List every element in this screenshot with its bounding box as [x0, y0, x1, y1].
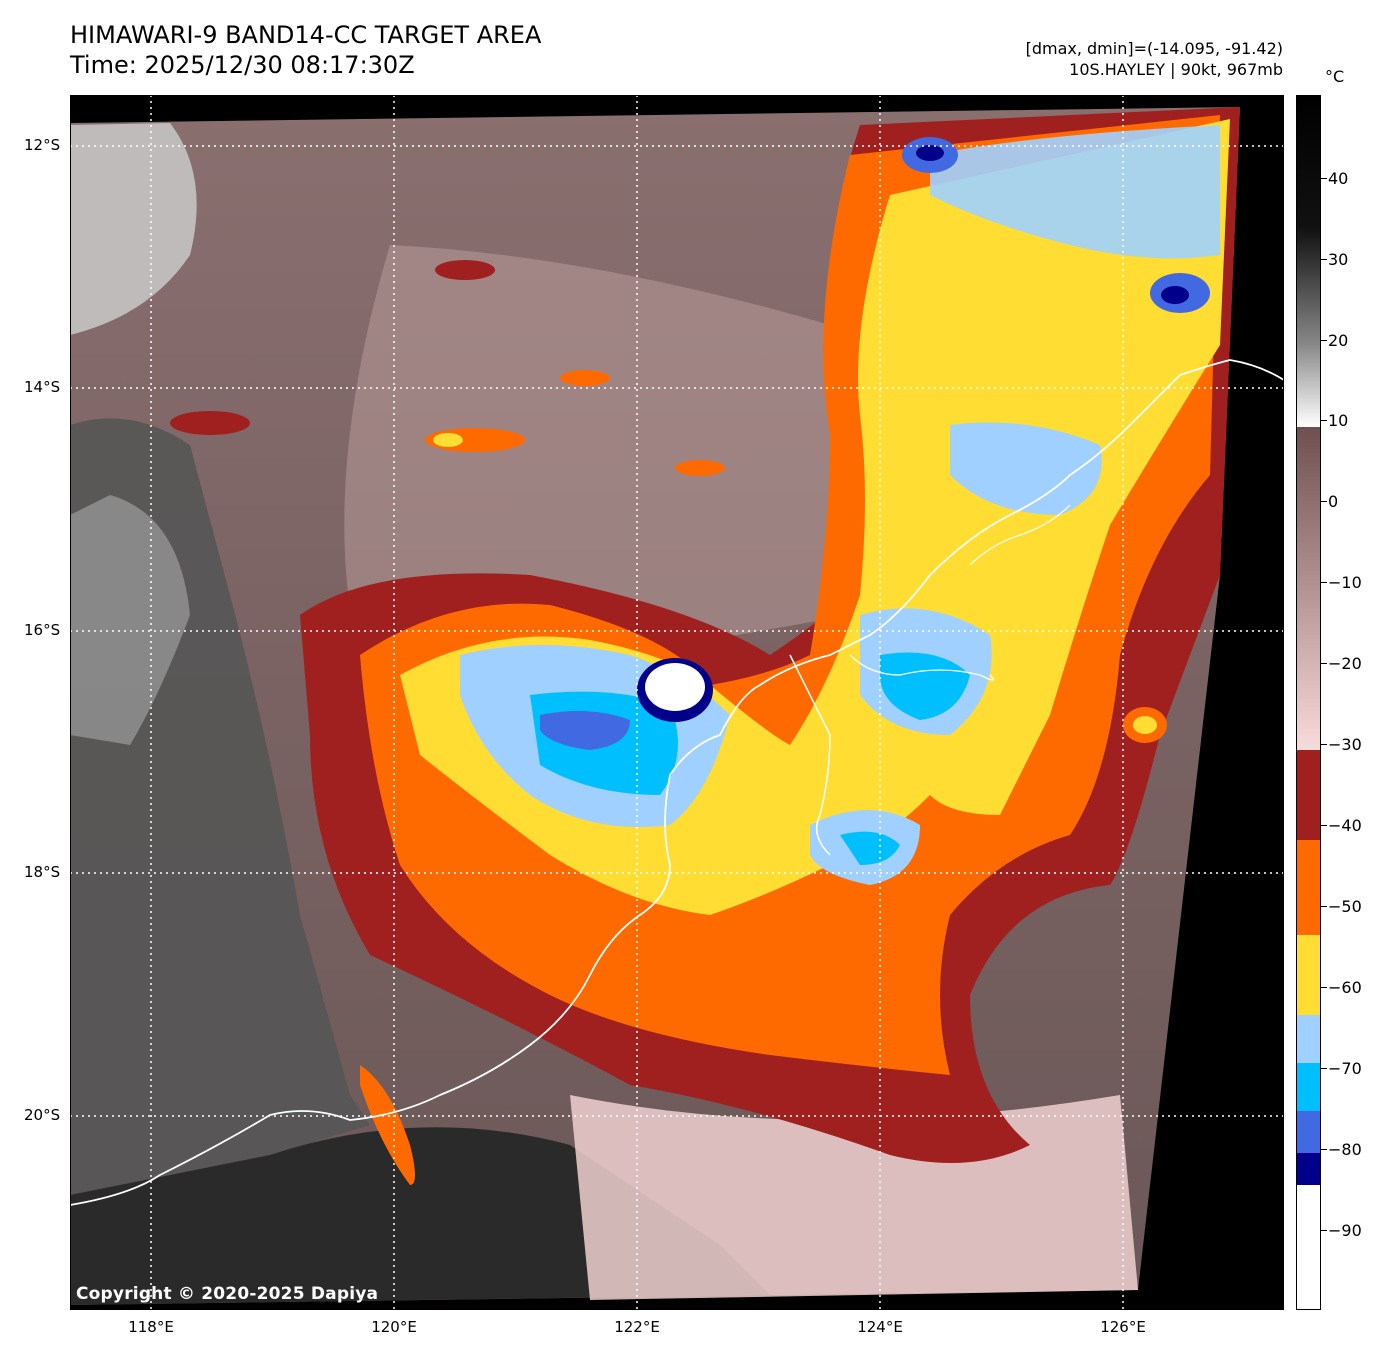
cbar-cyan	[1297, 1063, 1320, 1111]
cell-sw-band	[360, 1065, 415, 1185]
storm-cyan-s	[840, 831, 900, 865]
cbar-label-minus40: −40	[1328, 816, 1362, 835]
cbar-orange	[1297, 840, 1320, 935]
gridlines	[70, 95, 1284, 1310]
cbar-label-minus60: −60	[1328, 978, 1362, 997]
cbar-dark-red	[1297, 750, 1320, 840]
cbar-label-0: 0	[1328, 492, 1339, 511]
cbar-label-minus20: −20	[1328, 654, 1362, 673]
cbar-tick-40	[1321, 178, 1327, 179]
cbar-warm-section	[1297, 96, 1320, 427]
info-block: [dmax, dmin]=(-14.095, -91.42) 10S.HAYLE…	[1026, 38, 1283, 80]
coastline	[70, 359, 1284, 1206]
lat-label-20s: 20°S	[24, 1106, 61, 1124]
lon-label-120e: 120°E	[371, 1318, 417, 1336]
cbar-tick-minus40	[1321, 825, 1327, 826]
coast-peninsula	[789, 654, 831, 856]
cell-n-1	[435, 260, 495, 280]
cbar-mid-section	[1297, 427, 1320, 750]
storm-blue-inner	[540, 711, 630, 750]
lon-label-118e: 118°E	[128, 1318, 174, 1336]
coast-inlet-1	[849, 654, 994, 681]
cbar-label-minus80: −80	[1328, 1140, 1362, 1159]
storm-info: 10S.HAYLEY | 90kt, 967mb	[1069, 60, 1283, 79]
cbar-tick-minus20	[1321, 663, 1327, 664]
cbar-label-minus50: −50	[1328, 897, 1362, 916]
cell-c-1	[560, 370, 610, 386]
cloud-gray-w	[70, 495, 190, 745]
cbar-label-minus10: −10	[1328, 573, 1362, 592]
cbar-label-40: 40	[1328, 169, 1349, 188]
colorbar-unit: °C	[1325, 67, 1345, 86]
storm-lightblue-e	[950, 422, 1102, 515]
lon-label-122e: 122°E	[614, 1318, 660, 1336]
cbar-label-20: 20	[1328, 331, 1349, 350]
title-block: HIMAWARI-9 BAND14-CC TARGET AREA Time: 2…	[70, 20, 541, 80]
cbar-tick-minus50	[1321, 906, 1327, 907]
cell-c-2	[675, 460, 725, 476]
lat-label-18s: 18°S	[24, 863, 61, 881]
cbar-yellow	[1297, 935, 1320, 1015]
cbar-label-minus90: −90	[1328, 1221, 1362, 1240]
cbar-tick-minus30	[1321, 744, 1327, 745]
storm-white-core	[645, 663, 705, 711]
cbar-tick-20	[1321, 340, 1327, 341]
lon-label-124e: 124°E	[857, 1318, 903, 1336]
cell-nw-1	[170, 411, 250, 435]
cloud-white-nw	[70, 123, 197, 335]
cbar-label-10: 10	[1328, 411, 1349, 430]
lon-label-126e: 126°E	[1100, 1318, 1146, 1336]
lat-label-12s: 12°S	[24, 136, 61, 154]
cbar-tick-10	[1321, 420, 1327, 421]
cbar-tick-30	[1321, 259, 1327, 260]
lat-label-14s: 14°S	[24, 378, 61, 396]
cbar-label-minus30: −30	[1328, 735, 1362, 754]
cbar-tick-minus80	[1321, 1149, 1327, 1150]
cell-nw-3	[433, 433, 463, 447]
copyright-notice: Copyright © 2020-2025 Dapiya	[76, 1284, 379, 1304]
coast-islands	[969, 504, 1071, 566]
cbar-tick-0	[1321, 501, 1327, 502]
cbar-tick-minus10	[1321, 582, 1327, 583]
product-title: HIMAWARI-9 BAND14-CC TARGET AREA	[70, 21, 542, 49]
dmax-dmin-readout: [dmax, dmin]=(-14.095, -91.42)	[1025, 39, 1283, 58]
cell-e-2	[1133, 716, 1157, 734]
cbar-tick-minus70	[1321, 1068, 1327, 1069]
map-border	[70, 95, 1284, 1310]
cbar-lightblue	[1297, 1015, 1320, 1063]
cbar-navy	[1297, 1153, 1320, 1185]
storm-lightblue-n	[930, 125, 1220, 259]
storm-cyan-ne	[880, 652, 970, 720]
cbar-white-cold	[1297, 1185, 1320, 1309]
navy-e-cell	[1161, 286, 1189, 304]
cbar-label-minus70: −70	[1328, 1059, 1362, 1078]
image-time: Time: 2025/12/30 08:17:30Z	[70, 51, 415, 79]
cbar-tick-minus90	[1321, 1230, 1327, 1231]
cbar-tick-minus60	[1321, 987, 1327, 988]
satellite-map[interactable]	[70, 95, 1284, 1310]
navy-n-cell	[916, 145, 944, 161]
colorbar	[1296, 95, 1321, 1310]
cbar-label-30: 30	[1328, 250, 1349, 269]
cbar-royalblue	[1297, 1111, 1320, 1153]
lat-label-16s: 16°S	[24, 621, 61, 639]
